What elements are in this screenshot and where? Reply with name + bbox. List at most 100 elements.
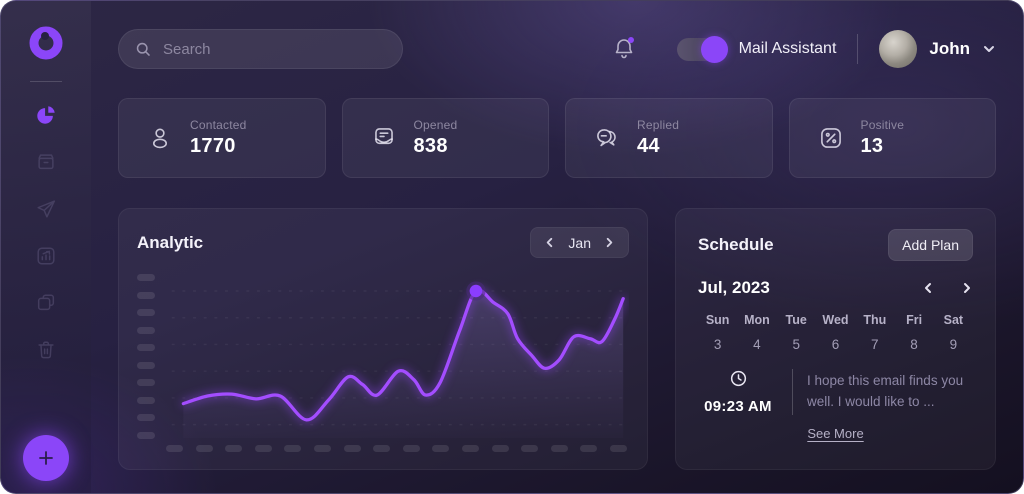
- stat-card-contacted: Contacted 1770: [118, 98, 326, 178]
- schedule-panel: Schedule Add Plan Jul, 2023: [675, 208, 996, 470]
- y-tick-pill: [137, 396, 155, 404]
- clock-icon: [730, 370, 746, 387]
- calendar-date[interactable]: 3: [713, 337, 722, 352]
- stat-value: 1770: [190, 135, 236, 157]
- event-divider: [792, 369, 793, 415]
- event-message: I hope this email finds you well. I woul…: [807, 373, 964, 409]
- prev-month-button[interactable]: [544, 237, 555, 248]
- month-selector: Jan: [530, 227, 629, 258]
- main-area: Mail Assistant John: [91, 1, 1023, 493]
- topbar: Mail Assistant John: [118, 29, 996, 69]
- y-tick-pill: [137, 274, 155, 281]
- y-tick-pill: [137, 379, 155, 386]
- notification-dot: [627, 37, 634, 43]
- toggle-knob: [700, 35, 728, 63]
- sidebar-item-reports[interactable]: [35, 245, 57, 267]
- y-tick-pill: [137, 326, 155, 334]
- calendar-day-name: Mon: [744, 313, 770, 327]
- calendar-day-name: Fri: [906, 313, 923, 327]
- add-plan-button[interactable]: Add Plan: [888, 229, 973, 261]
- sidebar-item-send[interactable]: [35, 198, 57, 220]
- x-axis-placeholders: [166, 444, 627, 452]
- search-icon: [136, 42, 150, 56]
- sidebar-divider: [30, 81, 62, 82]
- user-menu[interactable]: John: [879, 30, 996, 68]
- y-tick-pill: [137, 344, 155, 351]
- sidebar-nav: [35, 104, 57, 361]
- calendar-week: Sun Mon Tue Wed Thu Fri Sat 3 4 5 6 7 8 9: [698, 313, 973, 352]
- add-new-button[interactable]: [23, 435, 69, 481]
- copy-icon: [35, 294, 57, 318]
- mail-assistant-label: Mail Assistant: [738, 40, 837, 57]
- calendar-date[interactable]: 6: [831, 337, 840, 352]
- stat-card-opened: Opened 838: [341, 98, 549, 178]
- y-tick-pill: [137, 361, 155, 369]
- content-row: Analytic Jan: [118, 208, 996, 470]
- calendar-date[interactable]: 4: [753, 337, 761, 352]
- x-tick-pill: [580, 444, 598, 452]
- sidebar-item-analytics[interactable]: [35, 104, 57, 126]
- chevron-left-icon: [547, 237, 553, 248]
- sidebar-item-trash[interactable]: [35, 339, 57, 361]
- calendar-month-row: Jul, 2023: [698, 278, 973, 298]
- stat-value: 44: [637, 135, 660, 157]
- pie-chart-icon: [35, 106, 57, 130]
- x-tick-pill: [432, 444, 450, 452]
- bell-icon: [615, 39, 632, 59]
- stat-card-positive: Positive 13: [788, 98, 996, 178]
- x-tick-pill: [461, 444, 479, 452]
- x-tick-pill: [402, 444, 420, 452]
- calendar-date[interactable]: 8: [910, 337, 918, 352]
- x-tick-pill: [373, 444, 391, 452]
- app-logo-icon[interactable]: [27, 23, 65, 61]
- mail-assistant-toggle[interactable]: [676, 35, 728, 63]
- x-tick-pill: [166, 444, 183, 452]
- peak-marker-dot[interactable]: [469, 284, 483, 298]
- analytic-panel: Analytic Jan: [118, 208, 648, 470]
- search-box[interactable]: [118, 29, 403, 69]
- calendar-date[interactable]: 7: [871, 337, 879, 352]
- stat-label: Replied: [637, 118, 680, 132]
- x-tick-pill: [491, 444, 509, 452]
- x-tick-pill: [550, 444, 568, 452]
- calendar-day-name: Thu: [863, 313, 887, 327]
- trash-icon: [35, 341, 57, 365]
- stat-value: 13: [860, 135, 884, 157]
- chart-canvas: [171, 281, 626, 438]
- x-tick-pill: [343, 444, 361, 452]
- y-tick-pill: [137, 309, 155, 316]
- stat-label: Opened: [413, 118, 458, 132]
- see-more-link[interactable]: See More: [807, 426, 864, 441]
- sidebar-item-templates[interactable]: [35, 292, 57, 314]
- calendar-date[interactable]: 9: [949, 337, 958, 352]
- line-chart: [137, 270, 629, 439]
- chart-square-icon: [35, 247, 57, 271]
- notifications-button[interactable]: [611, 36, 637, 62]
- calendar-day-name: Tue: [785, 313, 807, 327]
- plus-icon: [39, 451, 53, 465]
- x-tick-pill: [254, 444, 272, 452]
- stats-row: Contacted 1770 Opened 838: [118, 98, 996, 178]
- archive-box-icon: [35, 154, 57, 177]
- chart-line: [181, 288, 625, 422]
- inbox-icon: [374, 128, 393, 145]
- calendar-month-label: Jul, 2023: [698, 278, 770, 297]
- calendar-next-button[interactable]: [961, 282, 973, 294]
- schedule-event[interactable]: 09:23 AM I hope this email finds you wel…: [698, 369, 973, 415]
- next-month-button[interactable]: [604, 237, 615, 248]
- search-input[interactable]: [163, 40, 386, 58]
- y-axis-placeholders: [137, 270, 164, 439]
- schedule-title: Schedule: [698, 235, 774, 254]
- calendar-day-name: Wed: [822, 313, 849, 327]
- stat-value: 838: [413, 135, 448, 157]
- sidebar-item-archive[interactable]: [35, 151, 57, 173]
- calendar-prev-button[interactable]: [922, 282, 934, 294]
- chevron-down-icon: [984, 46, 994, 52]
- sidebar: [1, 1, 91, 493]
- calendar-day-name: Sun: [705, 313, 730, 327]
- calendar-date[interactable]: 5: [792, 337, 800, 352]
- chevron-right-icon: [606, 237, 613, 248]
- event-time: 09:23 AM: [704, 398, 772, 415]
